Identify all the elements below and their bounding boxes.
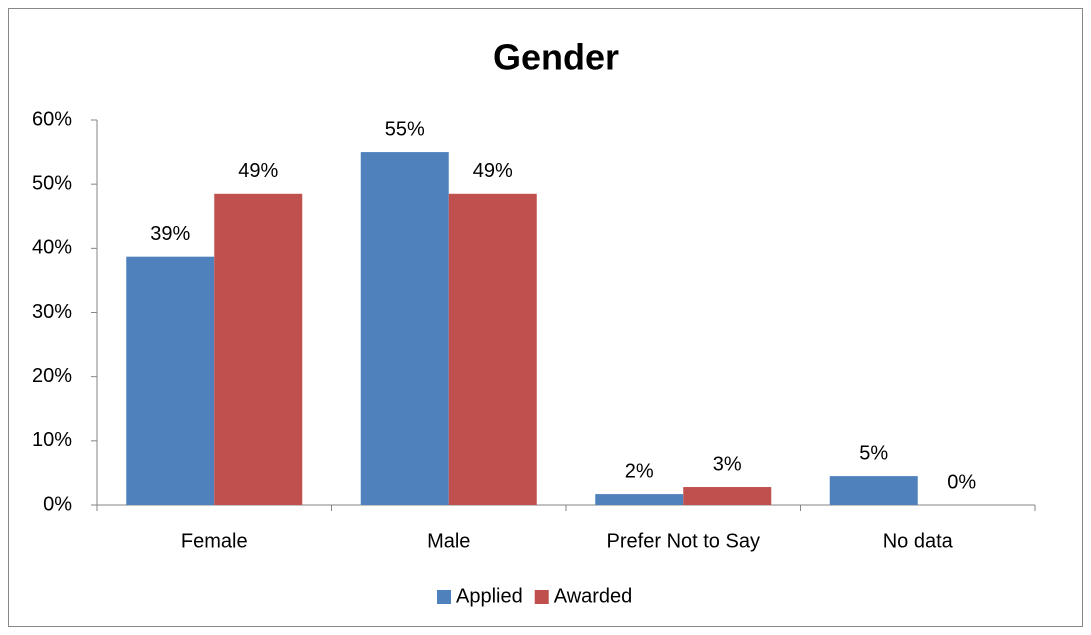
value-label: 2% — [625, 460, 654, 482]
y-tick-label: 50% — [32, 172, 72, 194]
chart-title: Gender — [493, 37, 619, 78]
value-label: 49% — [473, 160, 513, 182]
y-tick-label: 10% — [32, 429, 72, 451]
bar — [126, 256, 215, 505]
legend-label: Awarded — [554, 585, 633, 607]
y-tick-label: 40% — [32, 237, 72, 259]
x-tick-label: Prefer Not to Say — [607, 530, 760, 552]
bar — [683, 487, 772, 505]
value-label: 55% — [385, 118, 425, 140]
value-label: 49% — [238, 160, 278, 182]
x-tick-label: No data — [883, 530, 954, 552]
y-tick-label: 60% — [32, 108, 72, 130]
legend-label: Applied — [456, 585, 523, 607]
bar — [360, 152, 449, 506]
bar — [214, 193, 303, 505]
y-tick-label: 0% — [43, 493, 72, 515]
value-label: 39% — [150, 223, 190, 245]
bar — [448, 193, 537, 505]
bar — [829, 476, 918, 505]
legend-swatch — [437, 590, 451, 604]
value-label: 3% — [713, 453, 742, 475]
value-label: 0% — [947, 471, 976, 493]
legend-swatch — [534, 590, 549, 604]
y-tick-label: 20% — [32, 365, 72, 387]
y-tick-label: 30% — [32, 301, 72, 323]
x-tick-label: Male — [427, 530, 470, 552]
x-tick-label: Female — [181, 530, 248, 552]
value-label: 5% — [859, 442, 888, 464]
bar — [595, 494, 684, 505]
